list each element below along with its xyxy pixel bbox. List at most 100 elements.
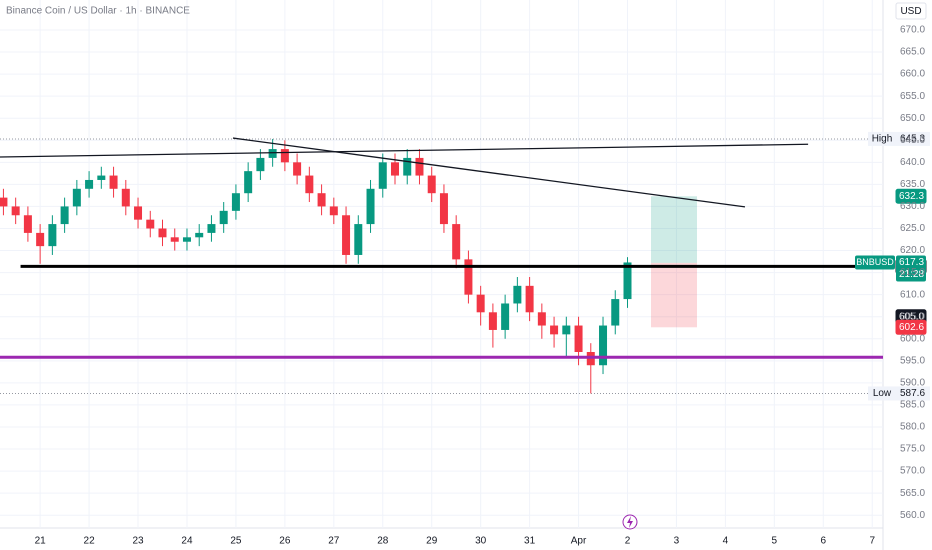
level-name-box xyxy=(868,131,896,146)
trend-line xyxy=(0,143,809,158)
y-tick-label: 665.0 xyxy=(900,47,925,58)
x-tick-label: 30 xyxy=(475,536,487,547)
x-tick-label: 21 xyxy=(35,536,47,547)
countdown: 21:28 xyxy=(899,269,924,280)
x-tick-label: 23 xyxy=(132,536,144,547)
y-tick-label: 660.0 xyxy=(900,69,925,80)
candle-body xyxy=(48,224,57,247)
symbol-label: BNBUSD xyxy=(856,257,894,267)
candle-body xyxy=(219,210,228,225)
x-tick-label: 26 xyxy=(279,536,291,547)
x-tick-label: 3 xyxy=(674,536,680,547)
candle-body xyxy=(537,312,546,326)
axis-tag-label: 605.0 xyxy=(899,311,924,322)
y-tick-label: 600.0 xyxy=(900,333,925,344)
level-value: 645.3 xyxy=(900,134,925,145)
level-value-box xyxy=(896,131,930,146)
x-tick-label: Apr xyxy=(571,536,587,547)
axis-tag xyxy=(895,188,927,204)
candle-body xyxy=(525,285,534,313)
candle-body xyxy=(305,175,314,194)
axis-tag-label: 602.6 xyxy=(899,322,924,333)
candle-body xyxy=(611,299,620,326)
level-value: 587.6 xyxy=(900,388,925,399)
candle-body xyxy=(256,157,265,172)
x-tick-label: 24 xyxy=(181,536,193,547)
candle-body xyxy=(378,162,387,189)
x-tick-label: 6 xyxy=(821,536,827,547)
candle-body xyxy=(244,171,253,194)
x-tick-label: 22 xyxy=(84,536,96,547)
candle-body xyxy=(488,312,497,330)
x-tick-label: 25 xyxy=(230,536,242,547)
candle-body xyxy=(109,175,118,189)
x-tick-label: 31 xyxy=(524,536,536,547)
y-tick-label: 655.0 xyxy=(900,91,925,102)
overlay: High645.3Low587.6632.3616.4605.0602.6BNB… xyxy=(0,131,930,401)
candle-body xyxy=(121,188,130,207)
currency-button[interactable] xyxy=(895,2,927,20)
x-tick-label: 27 xyxy=(328,536,340,547)
symbol-tag xyxy=(855,255,895,270)
x-tick-label: 5 xyxy=(772,536,778,547)
grid xyxy=(0,0,883,528)
position-target xyxy=(650,196,698,263)
candle-body xyxy=(403,157,412,176)
y-tick-label: 640.0 xyxy=(900,157,925,168)
candle-body xyxy=(354,224,363,255)
candle-body xyxy=(207,224,216,233)
y-tick-label: 585.0 xyxy=(900,400,925,411)
y-tick-label: 565.0 xyxy=(900,488,925,499)
last-price-tag xyxy=(896,255,926,282)
candle-body xyxy=(342,215,351,255)
y-tick-label: 635.0 xyxy=(900,179,925,190)
candle-body xyxy=(562,325,571,335)
candle-body xyxy=(11,206,20,216)
candle-body xyxy=(280,149,289,163)
candle-body xyxy=(464,259,473,295)
candle-body xyxy=(170,237,179,242)
y-tick-label: 620.0 xyxy=(900,245,925,256)
chart-title: Binance Coin / US Dollar · 1h · BINANCE xyxy=(6,6,190,17)
candle-body xyxy=(23,215,32,233)
candle-body xyxy=(231,193,240,211)
candle-body xyxy=(293,162,302,176)
candle-body xyxy=(623,262,632,300)
y-tick-label: 670.0 xyxy=(900,25,925,36)
y-tick-label: 590.0 xyxy=(900,378,925,389)
axis-tag-label: 632.3 xyxy=(899,191,924,202)
candle-body xyxy=(391,162,400,176)
last-price-label: 617.3 xyxy=(899,257,924,268)
x-tick-label: 4 xyxy=(723,536,729,547)
level-name: Low xyxy=(873,388,892,399)
candle-body xyxy=(550,325,559,335)
y-tick-label: 575.0 xyxy=(900,444,925,455)
y-tick-label: 605.0 xyxy=(900,311,925,322)
candle-body xyxy=(574,325,583,352)
candle-body xyxy=(146,219,155,229)
candle-body xyxy=(329,206,338,216)
trend-line xyxy=(232,137,746,208)
y-tick-label: 630.0 xyxy=(900,201,925,212)
candle-body xyxy=(36,232,45,247)
y-tick-label: 560.0 xyxy=(900,510,925,521)
candle-body xyxy=(97,175,106,180)
candle-body xyxy=(182,237,191,242)
axis-tag xyxy=(895,319,927,335)
candle-body xyxy=(60,206,69,225)
event-icon-bolt xyxy=(627,516,633,528)
y-tick-label: 625.0 xyxy=(900,223,925,234)
currency[interactable]: USD xyxy=(900,6,921,17)
candle-body xyxy=(0,197,8,207)
level-name: High xyxy=(872,134,893,145)
candle-body xyxy=(268,149,277,158)
x-tick-label: 2 xyxy=(625,536,631,547)
y-tick-label: 650.0 xyxy=(900,113,925,124)
x-tick-label: 28 xyxy=(377,536,389,547)
x-tick-label: 7 xyxy=(869,536,875,547)
candle-body xyxy=(599,325,608,366)
candle-body xyxy=(513,285,522,304)
y-tick-label: 610.0 xyxy=(900,289,925,300)
